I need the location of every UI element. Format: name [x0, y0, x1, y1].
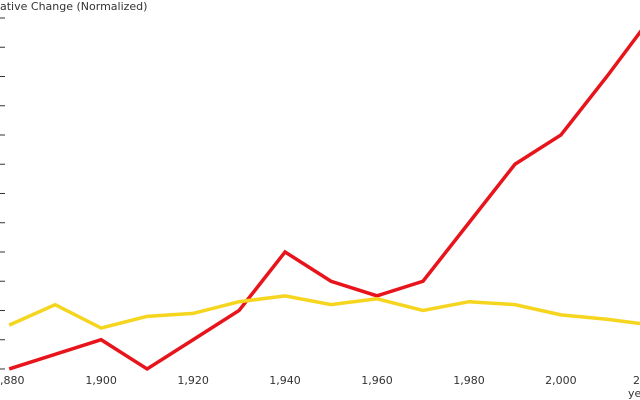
y-axis-title: ative Change (Normalized)	[0, 0, 147, 13]
series-line	[8, 29, 640, 372]
x-axis-title: ye	[628, 387, 640, 400]
x-tick-label: 1,920	[177, 374, 209, 387]
x-tick-label: 1,900	[85, 374, 117, 387]
x-tick-label: 1,940	[269, 374, 301, 387]
x-tick-label: 1,960	[361, 374, 393, 387]
series-line	[8, 294, 640, 330]
x-tick-label: 1,980	[453, 374, 485, 387]
x-tick-label: ,880	[0, 374, 25, 387]
x-tick-label: 2	[633, 374, 640, 387]
x-tick-label: 2,000	[545, 374, 577, 387]
